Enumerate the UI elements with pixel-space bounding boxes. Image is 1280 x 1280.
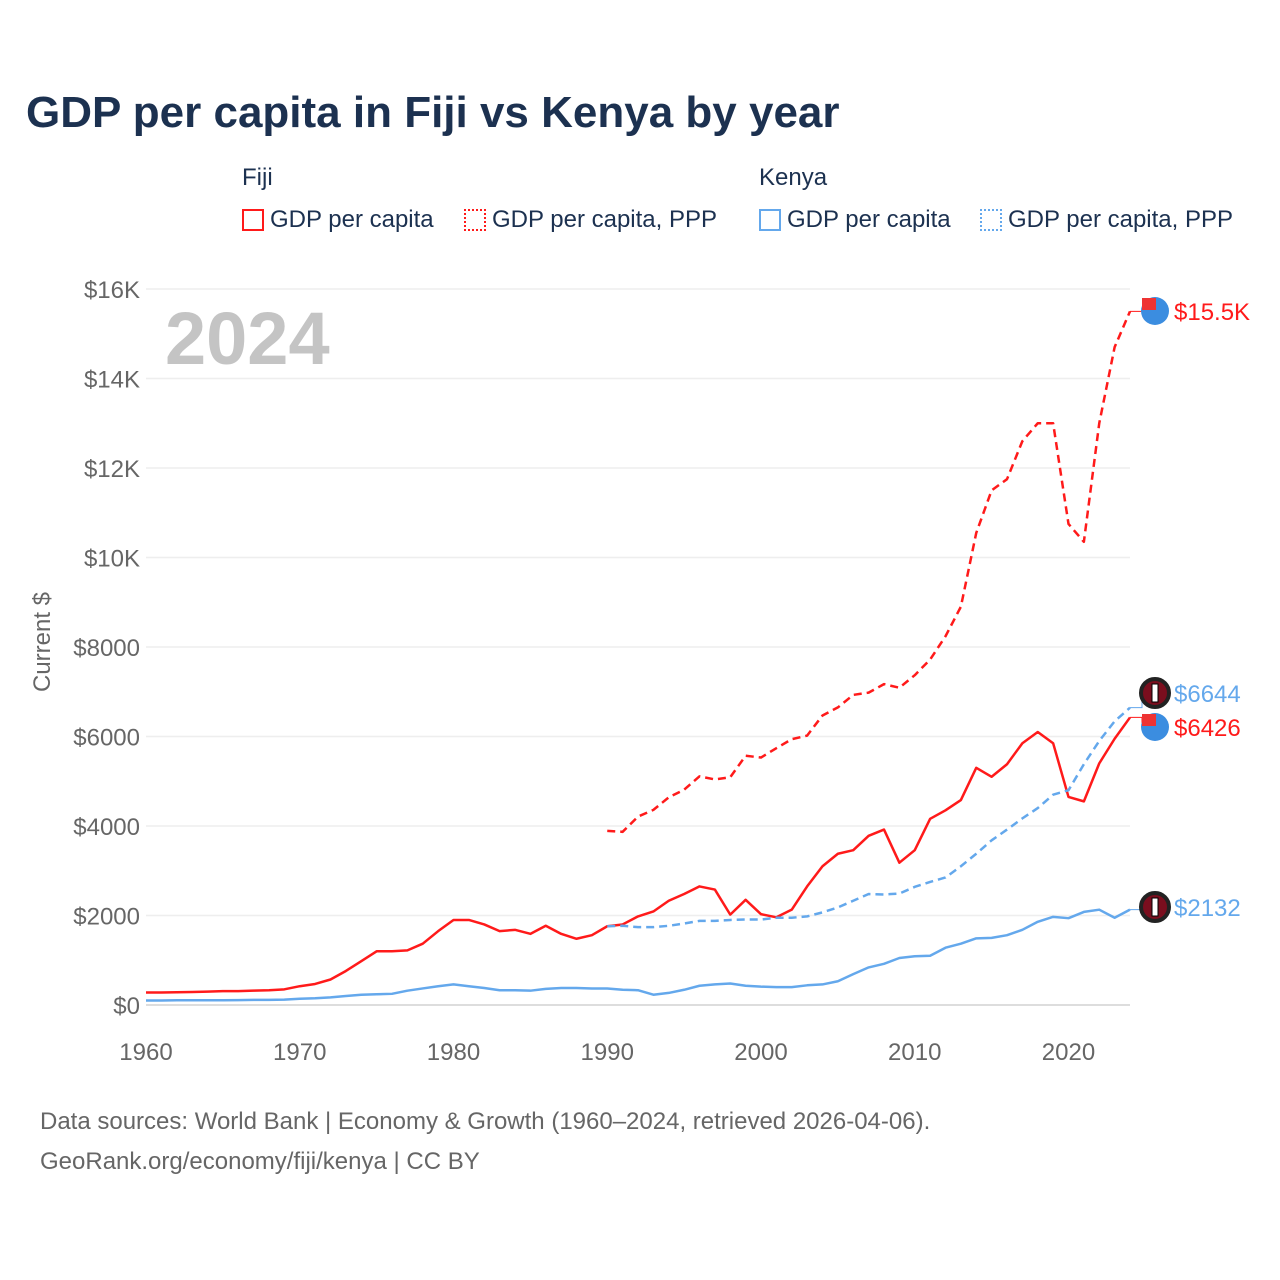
x-tick-label: 2010	[888, 1039, 941, 1066]
y-tick-label: $12K	[84, 456, 140, 483]
fiji-flag-canton	[1142, 714, 1156, 726]
chart-title: GDP per capita in Fiji vs Kenya by year	[26, 88, 840, 137]
end-value-label: $2132	[1174, 895, 1241, 922]
legend-kenya-ppp[interactable]: GDP per capita, PPP	[980, 206, 1233, 234]
x-tick-label: 1990	[581, 1039, 634, 1066]
end-value-label: $6644	[1174, 681, 1241, 708]
end-value-label: $15.5K	[1174, 299, 1250, 326]
y-tick-label: $16K	[84, 277, 140, 304]
legend-fiji-ppp[interactable]: GDP per capita, PPP	[464, 206, 717, 234]
x-tick-label: 1970	[273, 1039, 326, 1066]
x-tick-label: 2000	[734, 1039, 787, 1066]
x-tick-label: 2020	[1042, 1039, 1095, 1066]
y-tick-label: $4000	[73, 814, 140, 841]
legend-label: GDP per capita	[787, 206, 951, 233]
y-tick-label: $6000	[73, 725, 140, 752]
y-axis-label: Current $	[29, 592, 56, 692]
series-line-3	[607, 706, 1131, 929]
series-line-0	[146, 716, 1132, 994]
y-tick-label: $2000	[73, 904, 140, 931]
legend-swatch	[242, 209, 264, 231]
y-tick-label: $14K	[84, 367, 140, 394]
x-tick-label: 1960	[119, 1039, 172, 1066]
legend-group-fiji: Fiji	[242, 164, 273, 191]
series-line-1	[607, 310, 1132, 834]
legend-swatch	[759, 209, 781, 231]
year-label: 2024	[165, 297, 330, 380]
legend-swatch	[980, 209, 1002, 231]
legend-fiji-gdp[interactable]: GDP per capita	[242, 206, 434, 234]
legend-kenya-gdp[interactable]: GDP per capita	[759, 206, 951, 234]
legend-swatch	[464, 209, 486, 231]
kenya-flag-shield	[1151, 683, 1159, 703]
y-tick-label: $10K	[84, 546, 140, 573]
source-line-2: GeoRank.org/economy/fiji/kenya | CC BY	[40, 1148, 480, 1175]
legend-label: GDP per capita, PPP	[1008, 206, 1233, 233]
legend-group-kenya: Kenya	[759, 164, 828, 191]
y-tick-label: $0	[113, 993, 140, 1020]
label-leader	[1130, 716, 1143, 727]
end-value-label: $6426	[1174, 715, 1241, 742]
fiji-flag-canton	[1142, 298, 1156, 310]
series-line-2	[146, 908, 1131, 1002]
legend-label: GDP per capita, PPP	[492, 206, 717, 233]
source-line-1: Data sources: World Bank | Economy & Gro…	[40, 1108, 931, 1135]
x-tick-label: 1980	[427, 1039, 480, 1066]
y-tick-label: $8000	[73, 635, 140, 662]
kenya-flag-shield	[1151, 897, 1159, 917]
legend-label: GDP per capita	[270, 206, 434, 233]
